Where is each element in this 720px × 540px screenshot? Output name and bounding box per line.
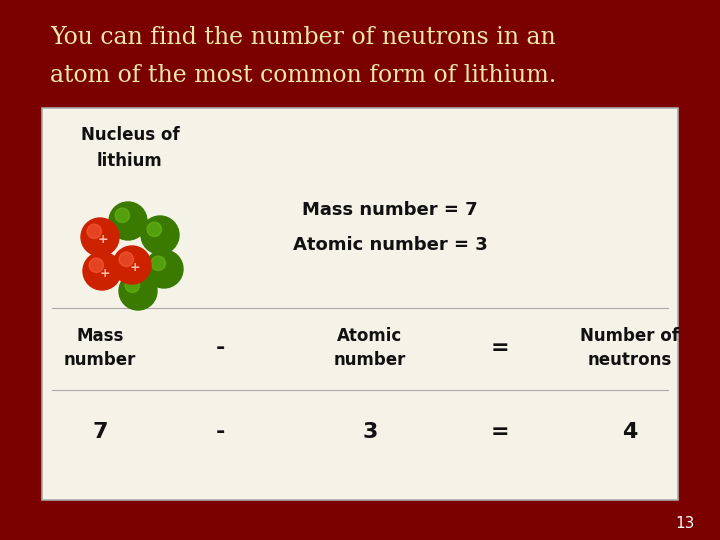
Circle shape: [113, 246, 151, 284]
Text: =: =: [491, 422, 509, 442]
Text: You can find the number of neutrons in an: You can find the number of neutrons in a…: [50, 26, 556, 50]
Circle shape: [119, 252, 133, 267]
Text: -: -: [215, 338, 225, 358]
Text: Atomic
number: Atomic number: [334, 327, 406, 369]
Text: Mass
number: Mass number: [64, 327, 136, 369]
Circle shape: [151, 256, 166, 271]
Circle shape: [119, 272, 157, 310]
Text: 7: 7: [92, 422, 108, 442]
Circle shape: [145, 250, 183, 288]
Text: -: -: [215, 422, 225, 442]
Circle shape: [109, 202, 147, 240]
Text: Nucleus of
lithium: Nucleus of lithium: [81, 126, 179, 170]
FancyBboxPatch shape: [42, 108, 678, 500]
Text: +: +: [130, 261, 140, 274]
Circle shape: [141, 216, 179, 254]
Text: atom of the most common form of lithium.: atom of the most common form of lithium.: [50, 64, 557, 87]
Circle shape: [89, 258, 104, 273]
Circle shape: [83, 252, 121, 290]
Text: +: +: [99, 267, 110, 280]
Text: Number of
neutrons: Number of neutrons: [580, 327, 680, 369]
Text: Mass number = 7: Mass number = 7: [302, 201, 478, 219]
Circle shape: [87, 224, 102, 239]
Text: 3: 3: [362, 422, 378, 442]
Circle shape: [125, 278, 140, 293]
Circle shape: [147, 222, 161, 237]
Text: =: =: [491, 338, 509, 358]
Text: +: +: [97, 233, 108, 246]
Text: 13: 13: [675, 516, 695, 531]
Circle shape: [81, 218, 119, 256]
Circle shape: [115, 208, 130, 222]
Text: Atomic number = 3: Atomic number = 3: [292, 236, 487, 254]
Text: 4: 4: [622, 422, 638, 442]
